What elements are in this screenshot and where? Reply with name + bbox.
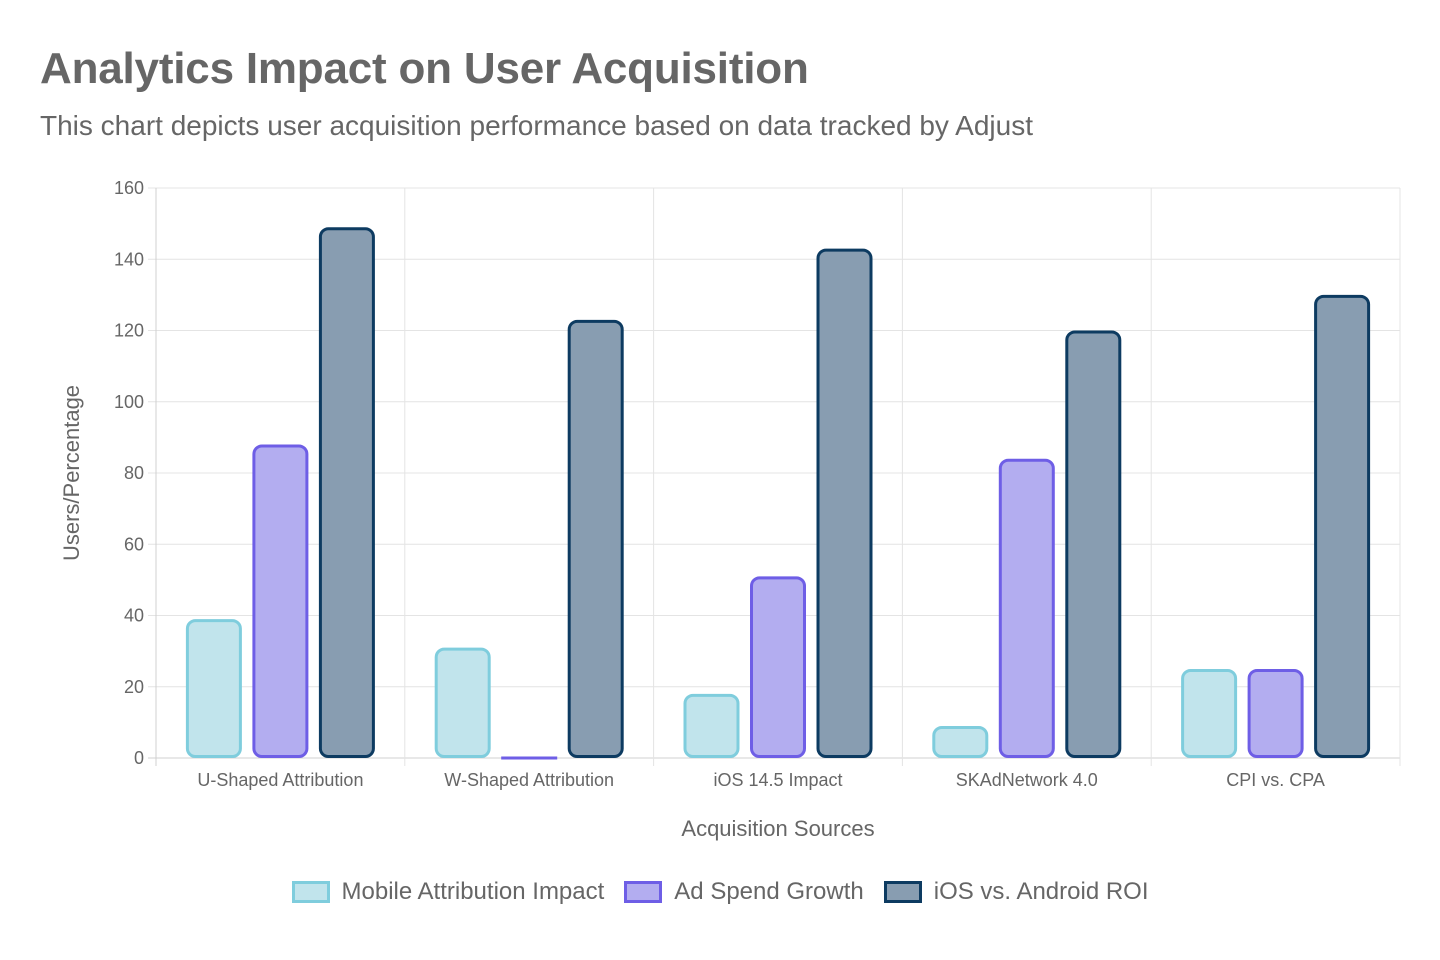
bar-mobile-attribution-impact-3[interactable] — [932, 725, 989, 758]
bar-ad-spend-growth-0[interactable] — [252, 444, 309, 758]
bar-mobile-attribution-impact-2[interactable] — [683, 693, 740, 758]
y-axis-ticks: 0 20 40 60 80 100 120 140 160 — [114, 178, 144, 768]
x-tick-label: SKAdNetwork 4.0 — [956, 770, 1098, 790]
legend-swatch — [291, 881, 330, 903]
legend-swatch — [883, 881, 922, 903]
bars — [185, 227, 1371, 760]
x-tick-label: W-Shaped Attribution — [444, 770, 614, 790]
legend-label: Mobile Attribution Impact — [341, 878, 605, 905]
bar-mobile-attribution-impact-1[interactable] — [434, 647, 491, 758]
y-axis-title: Users/Percentage — [59, 385, 84, 561]
x-tick-label: U-Shaped Attribution — [197, 770, 363, 790]
legend: Mobile Attribution Impact Ad Spend Growth… — [0, 878, 1440, 906]
legend-swatch — [624, 881, 663, 903]
x-tick-label: CPI vs. CPA — [1226, 770, 1325, 790]
y-tick-label: 60 — [124, 534, 144, 554]
bar-ios-vs-android-roi-3[interactable] — [1065, 330, 1122, 758]
x-axis-ticks: U-Shaped Attribution W-Shaped Attribution… — [197, 770, 1325, 790]
y-tick-label: 0 — [134, 748, 144, 768]
bar-ios-vs-android-roi-2[interactable] — [816, 248, 873, 758]
legend-label: iOS vs. Android ROI — [933, 878, 1149, 905]
y-tick-label: 140 — [114, 249, 144, 269]
bar-ad-spend-growth-3[interactable] — [998, 458, 1055, 758]
chart-title: Analytics Impact on User Acquisition — [40, 44, 809, 93]
y-tick-label: 40 — [124, 606, 144, 626]
bar-mobile-attribution-impact-0[interactable] — [185, 619, 242, 758]
y-tick-label: 100 — [114, 392, 144, 412]
bar-ios-vs-android-roi-0[interactable] — [318, 227, 375, 758]
bar-mobile-attribution-impact-4[interactable] — [1181, 668, 1238, 758]
legend-item[interactable]: iOS vs. Android ROI — [883, 878, 1149, 906]
x-tick-label: iOS 14.5 Impact — [713, 770, 842, 790]
y-tick-label: 20 — [124, 677, 144, 697]
y-tick-label: 120 — [114, 321, 144, 341]
x-axis-title: Acquisition Sources — [681, 816, 874, 841]
chart-subtitle: This chart depicts user acquisition perf… — [40, 110, 1033, 141]
legend-label: Ad Spend Growth — [674, 878, 864, 905]
bar-ios-vs-android-roi-1[interactable] — [567, 319, 624, 758]
bar-ios-vs-android-roi-4[interactable] — [1314, 294, 1371, 758]
bar-ad-spend-growth-4[interactable] — [1247, 668, 1304, 758]
y-tick-label: 80 — [124, 463, 144, 483]
y-tick-label: 160 — [114, 178, 144, 198]
bar-ad-spend-growth-2[interactable] — [750, 576, 806, 758]
legend-item[interactable]: Ad Spend Growth — [624, 878, 864, 906]
legend-item[interactable]: Mobile Attribution Impact — [291, 878, 605, 906]
